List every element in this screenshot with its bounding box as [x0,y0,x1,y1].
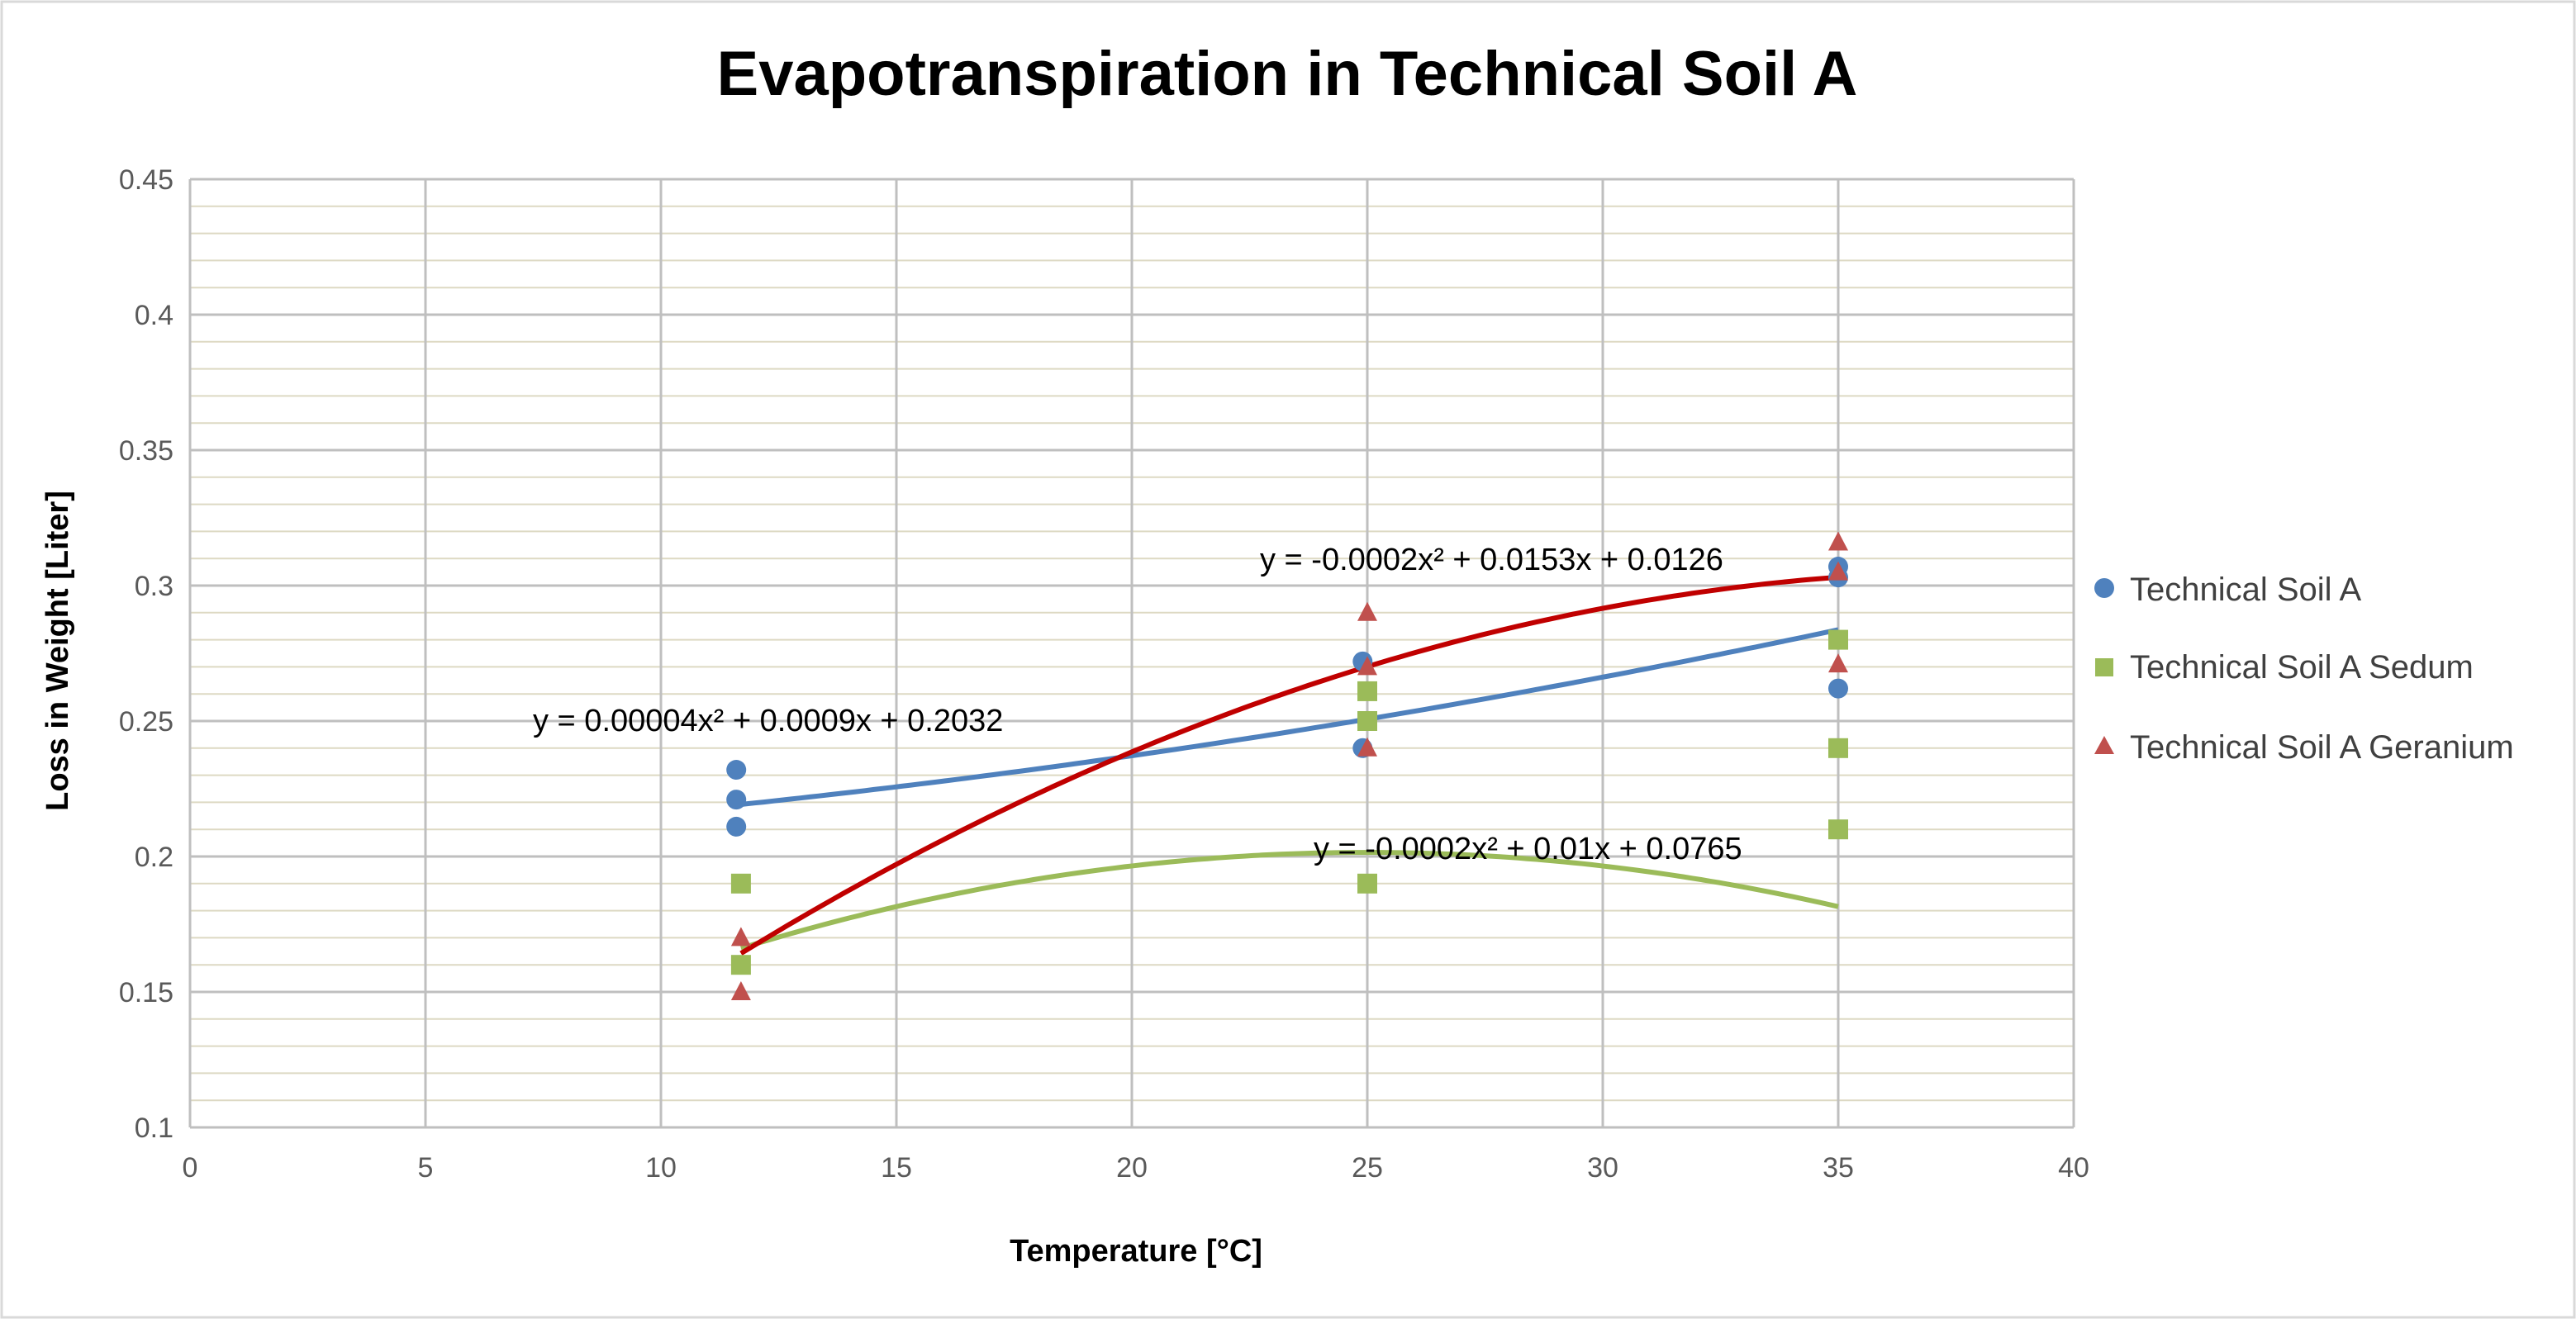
y-tick-label: 0.1 [135,1113,173,1144]
legend-label-technical-soil-a-geranium: Technical Soil A Geranium [2130,729,2514,766]
major-gridlines [190,178,2075,1127]
data-point-technical-soil-a-sedum [730,873,751,894]
trendline-technical-soil-a [735,627,1839,808]
x-tick-label: 20 [1116,1152,1148,1184]
data-point-technical-soil-a-sedum [1357,873,1377,894]
x-tick-label: 35 [1823,1152,1854,1184]
data-point-technical-soil-a-geranium [730,981,751,1000]
data-point-technical-soil-a [726,760,747,780]
x-tick-label: 5 [418,1152,434,1184]
legend-item-technical-soil-a-sedum: Technical Soil A Sedum [2095,649,2474,686]
data-point-technical-soil-a-geranium [1828,653,1848,673]
x-axis-tick-labels: 0 5 10 15 20 25 30 35 40 [183,1152,2089,1184]
legend-label-technical-soil-a-sedum: Technical Soil A Sedum [2130,649,2474,686]
x-tick-label: 15 [881,1152,912,1184]
trendline-technical-soil-a-sedum [740,850,1839,951]
chart-title: Evapotranspiration in Technical Soil A [717,39,1858,109]
data-point-technical-soil-a-sedum [730,955,751,975]
data-point-technical-soil-a-sedum [1828,629,1848,650]
data-point-technical-soil-a-geranium [1828,531,1848,551]
legend-marker-circle [2094,578,2114,598]
legend-marker-triangle [2094,736,2114,754]
data-point-technical-soil-a [726,816,747,837]
x-axis-title: Temperature [°C] [1010,1234,1262,1269]
y-axis-tick-labels: 0.1 0.15 0.2 0.25 0.3 0.35 0.4 0.45 [119,164,173,1144]
x-tick-label: 10 [645,1152,677,1184]
equation-label-technical-soil-a-geranium: y = -0.0002x² + 0.0153x + 0.0126 [1260,543,1723,577]
legend-item-technical-soil-a-geranium: Technical Soil A Geranium [2094,729,2514,766]
legend-item-technical-soil-a: Technical Soil A [2094,572,2361,608]
x-tick-label: 30 [1587,1152,1618,1184]
y-tick-label: 0.25 [119,706,173,738]
data-point-technical-soil-a-geranium [1357,656,1377,676]
y-tick-label: 0.3 [135,571,173,602]
legend: Technical Soil A Technical Soil A Sedum … [2094,572,2514,766]
data-point-technical-soil-a-sedum [1828,738,1848,758]
equation-label-technical-soil-a: y = 0.00004x² + 0.0009x + 0.2032 [533,704,1003,738]
data-point-technical-soil-a-geranium [1357,601,1377,621]
legend-label-technical-soil-a: Technical Soil A [2130,572,2361,608]
y-tick-label: 0.45 [119,164,173,196]
y-tick-label: 0.2 [135,842,173,873]
equation-label-technical-soil-a-sedum: y = -0.0002x² + 0.01x + 0.0765 [1314,832,1742,866]
data-point-technical-soil-a-geranium [1357,737,1377,757]
data-point-technical-soil-a-sedum [1357,681,1377,701]
trendlines [735,574,1839,956]
legend-marker-square [2095,658,2113,676]
data-point-technical-soil-a-sedum [1828,819,1848,840]
x-tick-label: 40 [2058,1152,2089,1184]
y-tick-label: 0.4 [135,300,173,331]
trendline-technical-soil-a-geranium [739,574,1839,956]
data-point-technical-soil-a-geranium [730,927,751,947]
axes [188,179,2074,1129]
y-axis-title: Loss in Weight [Liter] [40,491,75,811]
data-points [726,531,1848,1000]
x-tick-label: 25 [1352,1152,1383,1184]
data-point-technical-soil-a [726,790,747,810]
y-tick-label: 0.35 [119,435,173,467]
data-point-technical-soil-a-sedum [1357,711,1377,731]
y-tick-label: 0.15 [119,977,173,1008]
data-point-technical-soil-a-geranium [1828,561,1848,581]
x-tick-label: 0 [183,1152,198,1184]
data-point-technical-soil-a [1828,678,1848,699]
